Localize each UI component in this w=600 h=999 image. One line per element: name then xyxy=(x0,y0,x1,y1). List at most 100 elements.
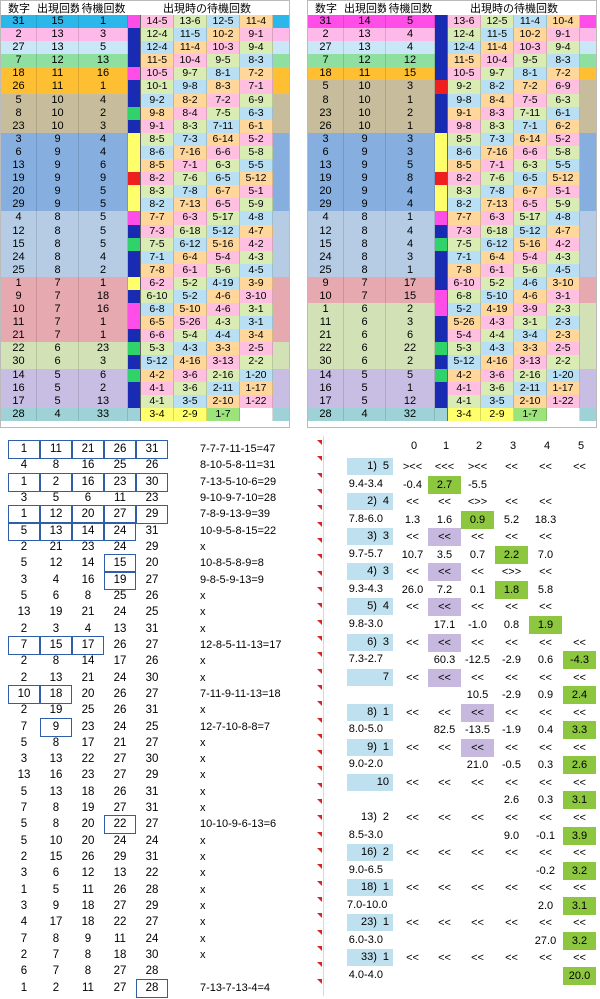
cell-wait-at: 10-2 xyxy=(514,28,547,42)
cell-wait-at: 5-5 xyxy=(240,159,273,173)
draw-number: 2 xyxy=(20,949,28,962)
stats-row-label: 9.8-3.0 xyxy=(347,616,393,633)
stats-cell: 10.7 xyxy=(401,548,424,561)
stats-label-text: 9.0-2.0 xyxy=(348,758,383,771)
cell-wait-at: 5-3 xyxy=(448,342,481,356)
cell-number: 17 xyxy=(308,394,344,408)
cell-wait-at: 3-3 xyxy=(514,342,547,356)
cell-wait-at: 7-1 xyxy=(240,80,273,94)
draw-number: 5 xyxy=(8,521,40,541)
draw-number: 27 xyxy=(145,573,159,586)
draw-number: 24 xyxy=(104,521,136,541)
cell-wait-at: 2-2 xyxy=(547,355,580,369)
cell-count: 6 xyxy=(344,342,386,356)
table-row: 3 9 4 8-5 7-3 6-14 5-2 xyxy=(1,132,289,146)
table-header: 数字 出現回数 待機回数 出現時の待機回数 xyxy=(1,1,289,15)
cell-wait-at: 7-5 xyxy=(448,237,481,251)
stats-cell: << xyxy=(428,668,461,687)
cell-wait-at: 5-10 xyxy=(481,289,514,304)
draw-number: 21 xyxy=(113,736,127,749)
color-marker xyxy=(435,106,448,120)
cell-wait-at: 2-5 xyxy=(547,342,580,356)
table-row: 5 12 14 15 20 10-8-5-8-9=8 xyxy=(0,554,600,575)
stats-cell: << xyxy=(406,636,419,649)
cell-wait-at: 4-7 xyxy=(547,224,580,238)
stats-col-header: 4 xyxy=(543,440,551,452)
cell-count: 8 xyxy=(37,224,79,238)
stats-cell: -0.5 xyxy=(502,759,521,772)
stats-label-value: 7 xyxy=(382,670,389,683)
cell-number: 25 xyxy=(1,263,37,277)
stats-label-text: 5) xyxy=(367,600,377,613)
stats-cell: -0.2 xyxy=(536,864,555,877)
cell-wait: 13 xyxy=(79,54,128,68)
color-marker xyxy=(128,211,141,225)
draw-number: 27 xyxy=(145,638,159,651)
cell-wait-at: 6-10 xyxy=(141,289,174,304)
cell-wait-at: 3-6 xyxy=(174,381,207,395)
draw-number: 11 xyxy=(82,883,94,896)
table-row: 13 19 21 24 25 x xyxy=(0,603,600,624)
cell-wait: 33 xyxy=(79,407,128,421)
stats-cell: <<< xyxy=(434,461,455,473)
cell-wait-at: 4-8 xyxy=(547,211,580,225)
cell-wait-at: 6-14 xyxy=(514,132,547,146)
draw-number: 7 xyxy=(8,635,40,655)
cell-number: 27 xyxy=(308,41,344,55)
cell-wait: 13 xyxy=(79,394,128,408)
stats-cell: 0.8 xyxy=(503,618,520,631)
cell-wait: 15 xyxy=(386,289,435,304)
draw-number: 22 xyxy=(81,753,95,766)
stats-cell: << xyxy=(471,601,484,614)
cell-number: 9 xyxy=(1,289,37,304)
draw-number: 27 xyxy=(113,900,127,913)
stats-cell: -5.5 xyxy=(468,478,487,491)
cell-wait-at: 6-8 xyxy=(448,289,481,304)
cell-wait-at: 4-4 xyxy=(481,329,514,343)
cell-wait-at: 5-3 xyxy=(141,342,174,356)
stats-label-value: 4 xyxy=(382,495,389,508)
table-row: 2 8 14 17 26 x xyxy=(0,652,600,673)
cell-wait-at: 4-8 xyxy=(240,211,273,225)
cell-wait-at: 7-6 xyxy=(174,172,207,186)
stats-cell: -0.4 xyxy=(403,478,422,491)
cell-wait-at: 3-10 xyxy=(547,276,580,290)
draw-number: 30 xyxy=(145,949,159,962)
color-marker xyxy=(435,41,448,55)
cell-wait-at: 1-22 xyxy=(240,394,273,408)
table-row: 6 9 3 8-6 7-16 6-6 5-8 xyxy=(308,145,596,160)
cell-count: 10 xyxy=(344,93,386,107)
cell-wait-at: 11-4 xyxy=(240,15,273,29)
table-row: 26 11 1 10-1 9-8 8-3 7-1 xyxy=(1,80,289,94)
draw-number: 2 xyxy=(40,472,72,492)
cell-count: 4 xyxy=(37,407,79,421)
stats-cell: << xyxy=(539,812,552,824)
color-marker xyxy=(435,80,448,94)
note-flag xyxy=(317,586,322,592)
calc-text: x xyxy=(200,622,206,635)
cell-wait-at: 8-1 xyxy=(514,67,547,81)
cell-number: 5 xyxy=(308,80,344,94)
cell-number: 19 xyxy=(1,172,37,186)
cell-count: 5 xyxy=(344,368,386,382)
stats-label-text: 9.0-6.5 xyxy=(348,863,383,876)
stats-cell: << xyxy=(461,703,494,722)
cell-wait: 1 xyxy=(79,276,128,290)
stats-cell: << xyxy=(505,461,518,473)
table-row: 5 10 20 24 24 x xyxy=(0,831,600,853)
draw-number: 13 xyxy=(49,671,63,684)
draw-number: 5 xyxy=(20,557,28,570)
draw-number: 4 xyxy=(52,573,60,586)
cell-wait-at: 8-3 xyxy=(481,106,514,120)
stats-label-value: 3 xyxy=(382,530,389,543)
color-marker xyxy=(435,119,448,133)
draw-number: 8 xyxy=(84,949,92,962)
stats-label-value: 4 xyxy=(382,600,389,613)
draw-number: 15 xyxy=(49,851,63,864)
draw-number: 27 xyxy=(113,965,127,978)
cell-wait-at: 2-3 xyxy=(547,303,580,317)
cell-wait-at: 7-5 xyxy=(207,106,240,120)
stats-label-text: 33) xyxy=(360,951,377,964)
stats-label-text: 9.8-3.0 xyxy=(348,617,383,630)
cell-wait-at: 8-2 xyxy=(481,80,514,94)
